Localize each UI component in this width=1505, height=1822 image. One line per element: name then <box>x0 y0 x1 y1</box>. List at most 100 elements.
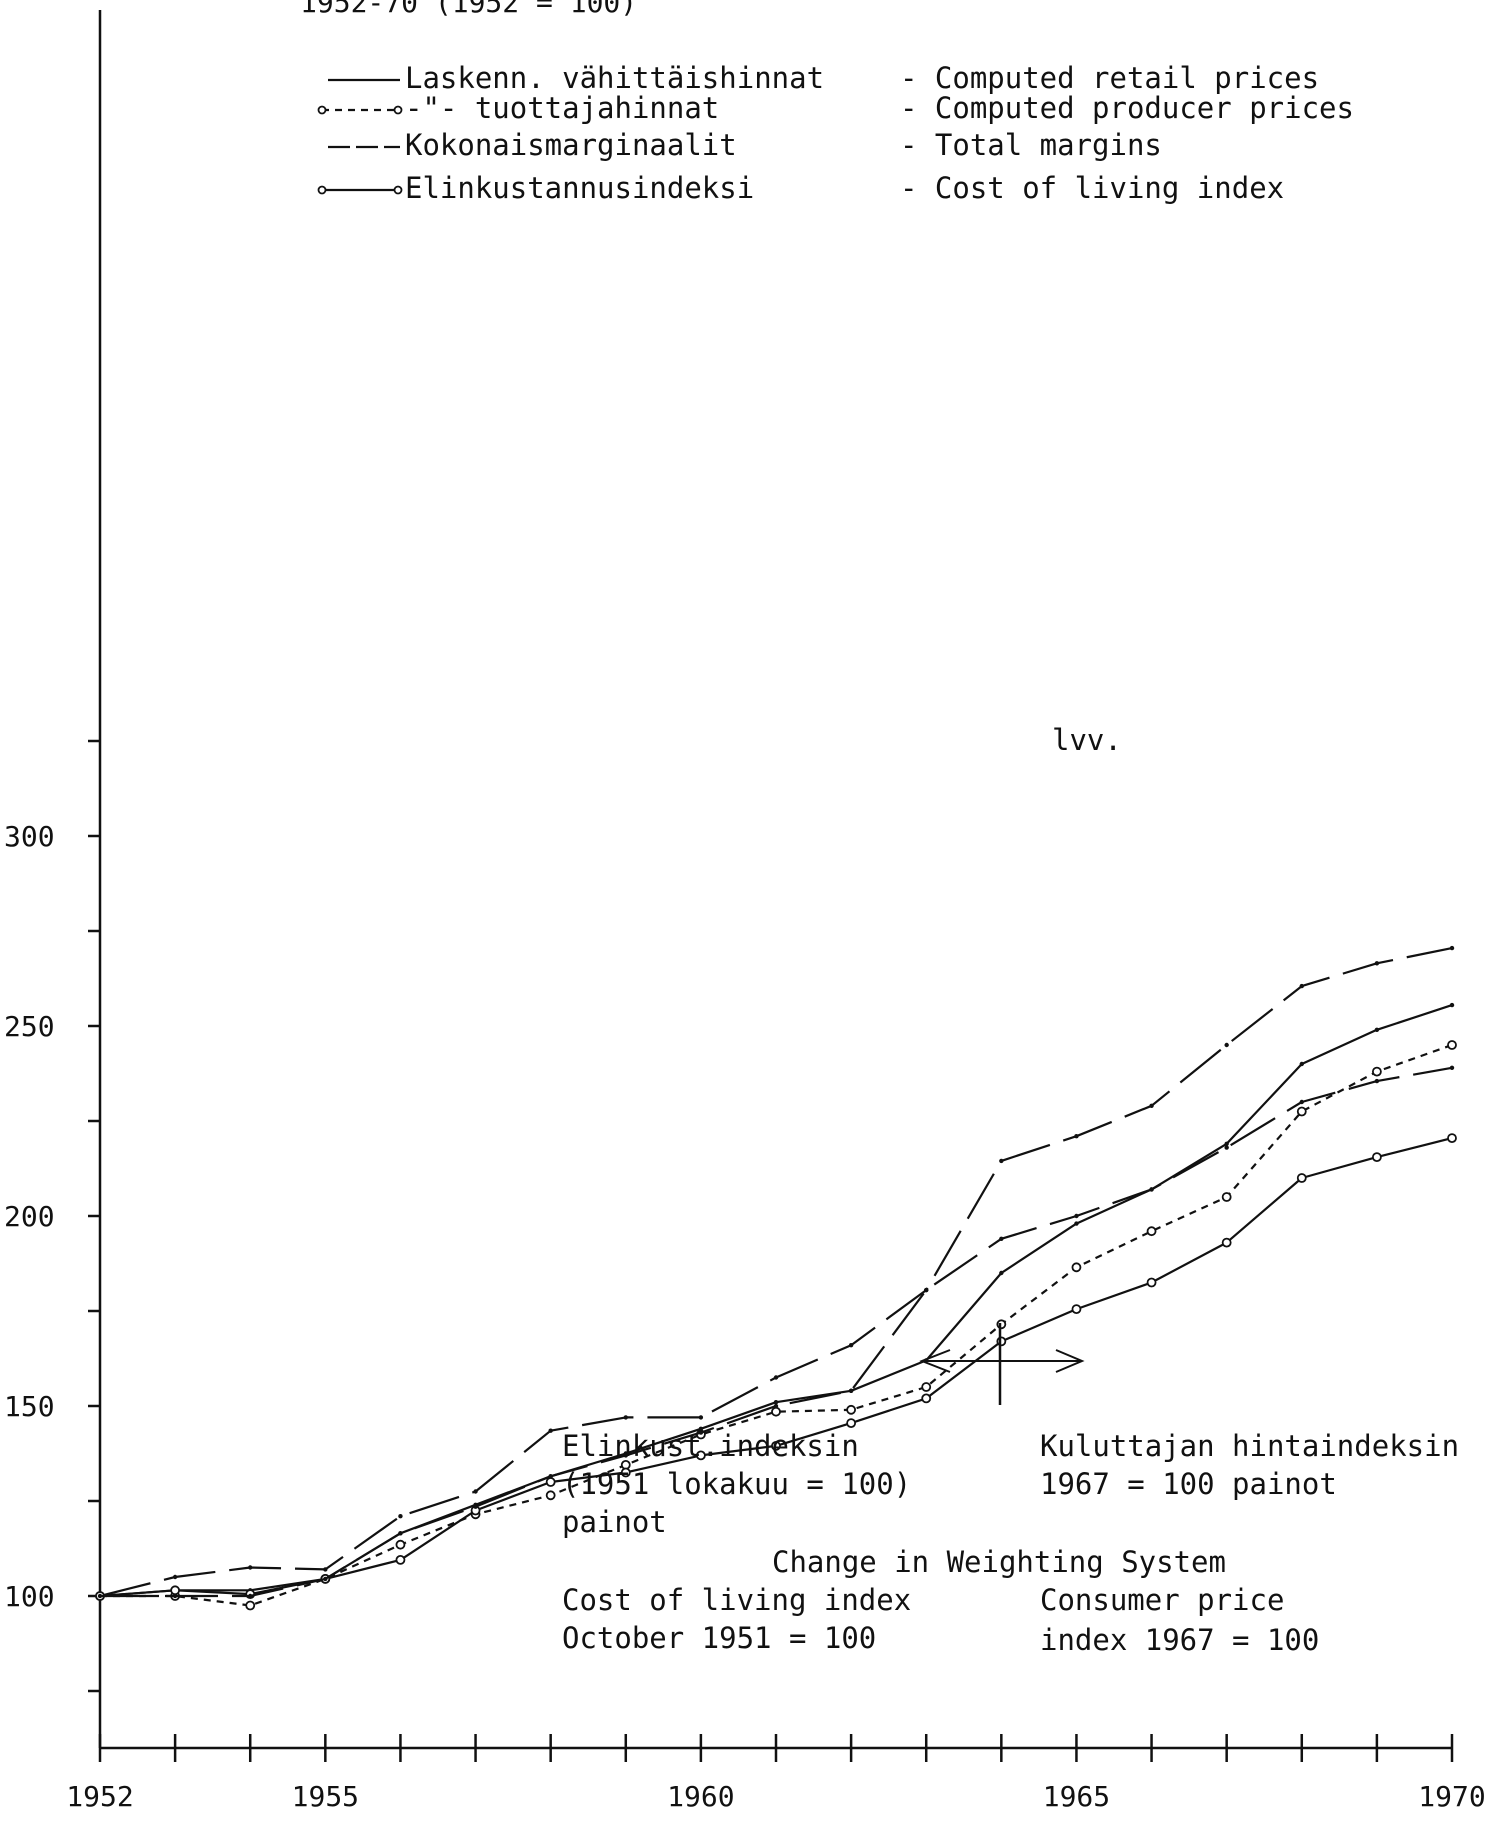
data-point <box>170 1585 181 1596</box>
data-point <box>473 1489 478 1494</box>
chart-title: 1952-70 (1952 = 100) <box>300 0 637 19</box>
legend-label-en: - Computed producer prices <box>900 91 1354 125</box>
data-point <box>1146 1226 1157 1237</box>
new-weights-en-line-2: index 1967 = 100 <box>1040 1623 1319 1657</box>
series-1 <box>97 1002 1455 1599</box>
data-point <box>1374 1027 1380 1033</box>
data-point <box>773 1403 779 1409</box>
x-tick-label: 1952 <box>66 1780 133 1813</box>
data-point <box>1221 1237 1232 1248</box>
x-tick-label: 1955 <box>292 1780 359 1813</box>
data-point <box>395 1555 406 1565</box>
data-point <box>398 1514 403 1519</box>
new-weights-en-line-1: Consumer price <box>1040 1583 1284 1617</box>
data-point <box>773 1375 779 1380</box>
data-point <box>623 1453 628 1458</box>
data-point <box>1447 1040 1457 1050</box>
data-point <box>548 1428 553 1433</box>
legend-label-en: - Computed retail prices <box>900 61 1319 95</box>
legend-label-en: - Total margins <box>900 128 1162 162</box>
weighting-change-arrow-icon <box>919 1323 1085 1405</box>
data-point <box>1449 945 1455 951</box>
data-point <box>999 1270 1004 1276</box>
y-ticks: 100 150 200 250 300 <box>4 739 100 1693</box>
data-point <box>846 1404 857 1415</box>
old-weights-en-line-1: Cost of living index <box>562 1583 911 1617</box>
data-point <box>698 1415 704 1420</box>
data-point <box>1149 1103 1154 1109</box>
annotations: lvv. Elinkust.indeksin (1951 lokakuu = 1… <box>562 723 1459 1657</box>
data-point <box>248 1593 253 1599</box>
data-point <box>846 1418 857 1428</box>
data-point <box>996 1336 1007 1347</box>
data-point <box>1074 1213 1079 1219</box>
data-point <box>1299 983 1304 989</box>
data-point <box>473 1504 478 1509</box>
data-point <box>548 1474 553 1479</box>
x-tick-label: 1960 <box>667 1780 734 1813</box>
data-point <box>1224 1141 1229 1147</box>
data-point <box>1149 1187 1154 1192</box>
change-heading: Change in Weighting System <box>772 1545 1226 1579</box>
y-tick-label: 100 <box>4 1580 55 1613</box>
data-point <box>323 1567 328 1572</box>
series-line <box>99 1137 1453 1598</box>
legend-item: -"- tuottajahinnat - Computed producer pr… <box>317 91 1354 125</box>
x-tick-label: 1965 <box>1043 1780 1110 1813</box>
legend-marker <box>317 105 327 115</box>
data-point <box>695 1450 706 1461</box>
data-point <box>398 1531 403 1536</box>
data-point <box>245 1600 256 1611</box>
data-point <box>1447 1133 1457 1143</box>
legend-item: Kokonaismarginaalit - Total margins <box>328 128 1162 162</box>
data-point <box>1296 1173 1307 1183</box>
old-weights-line-3: painot <box>562 1505 667 1539</box>
legend-label-en: - Cost of living index <box>900 171 1284 205</box>
series-line <box>100 1043 1453 1607</box>
data-point <box>1224 1145 1229 1150</box>
data-point <box>1449 1002 1455 1008</box>
old-weights-en-line-2: October 1951 = 100 <box>562 1621 876 1655</box>
data-point <box>623 1415 628 1420</box>
data-point <box>1296 1106 1307 1117</box>
data-point <box>999 1236 1004 1242</box>
series-4 <box>95 1133 1457 1601</box>
data-point <box>620 1467 631 1478</box>
legend-label-fi: -"- tuottajahinnat <box>405 91 719 125</box>
legend-marker <box>393 185 403 195</box>
legend: Laskenn. vähittäishinnat - Computed retai… <box>317 61 1354 205</box>
y-tick-label: 250 <box>4 1010 55 1043</box>
legend-marker <box>317 185 327 195</box>
series-5 <box>97 1065 1455 1599</box>
data-point <box>1221 1192 1232 1202</box>
y-tick-label: 300 <box>4 820 55 853</box>
old-weights-line-2: (1951 lokakuu = 100) <box>562 1467 911 1501</box>
data-point <box>996 1319 1007 1330</box>
legend-label-fi: Elinkustannusindeksi <box>405 171 754 205</box>
data-point <box>1449 1065 1455 1071</box>
data-point <box>999 1158 1004 1164</box>
legend-item: Laskenn. vähittäishinnat - Computed retai… <box>328 61 1319 95</box>
data-point <box>921 1382 932 1392</box>
data-point <box>771 1441 781 1451</box>
lvv-label: lvv. <box>1052 723 1122 757</box>
data-point <box>395 1539 406 1550</box>
data-point <box>172 1593 178 1599</box>
series-2 <box>95 1040 1457 1611</box>
x-ticks: 1952 1955 1960 1965 1970 <box>66 1734 1486 1813</box>
data-point <box>323 1576 328 1582</box>
data-point <box>545 1490 556 1501</box>
new-weights-line-1: Kuluttajan hintaindeksin <box>1040 1429 1459 1463</box>
data-point <box>1374 1078 1380 1084</box>
legend-item: Elinkustannusindeksi - Cost of living ind… <box>317 171 1284 205</box>
data-point <box>848 1343 854 1348</box>
data-point <box>545 1477 556 1487</box>
data-point <box>1371 1066 1382 1077</box>
y-tick-label: 150 <box>4 1390 55 1423</box>
data-point <box>172 1574 178 1580</box>
data-point <box>248 1565 253 1570</box>
x-tick-label: 1970 <box>1418 1780 1485 1813</box>
data-point <box>1371 1152 1382 1162</box>
data-point <box>698 1430 704 1435</box>
